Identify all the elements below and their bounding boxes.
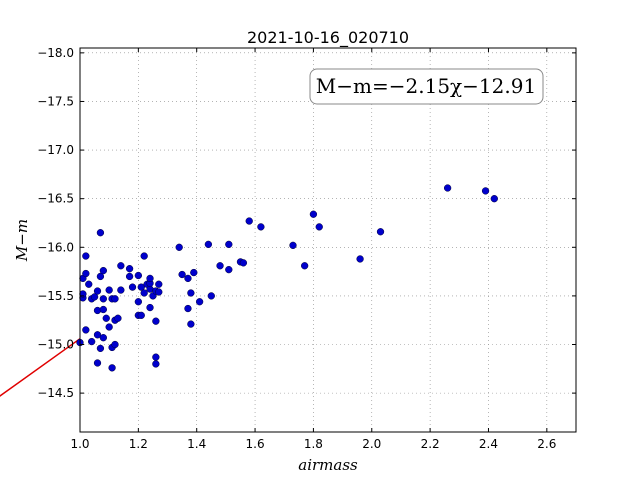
axis-ticks: 1.0 1.2 1.4 1.6 1.8 2.0 2.2 2.4 2.6 −14.5 −15.0 −15… <box>37 46 576 451</box>
data-point <box>82 252 90 260</box>
data-point <box>117 262 125 270</box>
data-point <box>146 274 154 283</box>
data-point <box>99 305 107 314</box>
x-axis-label: airmass <box>298 456 358 474</box>
data-point <box>481 187 490 195</box>
data-point <box>356 255 364 263</box>
data-point <box>216 262 224 270</box>
data-point <box>289 241 297 249</box>
data-point <box>137 311 145 319</box>
x-tick-label: 1.2 <box>129 437 148 451</box>
fit-equation-box: M−m=−2.15χ−12.91 <box>309 68 544 105</box>
data-point <box>301 262 309 270</box>
data-point <box>225 240 233 249</box>
data-point <box>102 314 110 322</box>
data-point <box>90 293 99 301</box>
data-point <box>105 286 113 294</box>
data-point <box>140 289 148 297</box>
data-point <box>187 320 195 328</box>
data-point <box>134 271 143 280</box>
x-tick-label: 1.0 <box>70 437 89 451</box>
grid <box>79 48 576 432</box>
data-point <box>108 364 116 372</box>
data-point <box>376 228 385 236</box>
data-point <box>128 283 137 291</box>
data-point <box>190 268 198 277</box>
x-tick-label: 2.0 <box>362 437 381 451</box>
y-tick-label: −15.0 <box>37 338 74 352</box>
data-point <box>96 229 105 237</box>
data-point <box>111 340 119 349</box>
data-point <box>93 359 102 367</box>
y-tick-label: −16.0 <box>37 240 74 254</box>
data-point <box>152 360 160 368</box>
data-point <box>152 317 160 325</box>
x-tick-label: 2.6 <box>537 437 556 451</box>
data-point <box>117 286 125 294</box>
data-point <box>99 266 107 275</box>
data-point <box>155 288 163 296</box>
data-point <box>82 269 90 278</box>
x-tick-label: 2.2 <box>421 437 440 451</box>
data-point <box>96 272 105 281</box>
data-point <box>105 323 113 331</box>
data-point <box>490 195 498 203</box>
fit-line <box>0 338 81 397</box>
data-point <box>239 259 248 267</box>
y-tick-label: −15.5 <box>37 289 74 303</box>
x-tick-label: 1.6 <box>246 437 265 451</box>
data-point <box>225 266 233 274</box>
plot-frame <box>79 47 577 433</box>
data-point <box>257 223 265 231</box>
fit-equation: M−m=−2.15χ−12.91 <box>316 74 536 98</box>
data-point <box>245 217 253 225</box>
data-point <box>140 252 148 260</box>
fit-line-layer <box>0 338 81 397</box>
data-point <box>443 184 452 192</box>
data-point <box>134 298 143 306</box>
data-point <box>184 304 192 313</box>
data-point <box>178 270 186 279</box>
data-point <box>309 210 318 218</box>
data-point <box>207 292 215 300</box>
data-point <box>125 265 134 273</box>
data-point <box>85 280 93 288</box>
data-point <box>93 287 102 295</box>
data-point <box>204 240 213 249</box>
data-point <box>146 303 154 312</box>
data-point <box>125 272 134 281</box>
data-point <box>175 243 183 251</box>
data-point <box>82 326 90 334</box>
y-tick-label: −16.5 <box>37 192 74 206</box>
data-point <box>315 223 323 231</box>
y-tick-label: −18.0 <box>37 46 74 60</box>
y-tick-label: −14.5 <box>37 386 74 400</box>
data-point <box>111 295 119 303</box>
data-points <box>76 184 498 372</box>
y-axis-label: M−m <box>13 219 31 262</box>
data-point <box>155 280 163 288</box>
data-point <box>96 344 105 353</box>
data-point <box>152 353 160 361</box>
data-point <box>184 274 192 283</box>
data-point <box>195 298 204 306</box>
data-point <box>187 289 195 297</box>
x-tick-label: 2.4 <box>479 437 498 451</box>
data-point <box>99 295 107 303</box>
data-point <box>88 337 96 346</box>
data-point <box>114 314 122 322</box>
x-tick-label: 1.8 <box>304 437 323 451</box>
data-point <box>93 331 102 339</box>
data-point <box>99 334 107 342</box>
data-point <box>137 283 145 291</box>
x-tick-label: 1.4 <box>187 437 206 451</box>
y-tick-label: −17.5 <box>37 94 74 108</box>
y-tick-label: −17.0 <box>37 143 74 157</box>
chart-title: 2021-10-16_020710 <box>247 28 409 48</box>
fit-equation-frame <box>309 68 544 105</box>
